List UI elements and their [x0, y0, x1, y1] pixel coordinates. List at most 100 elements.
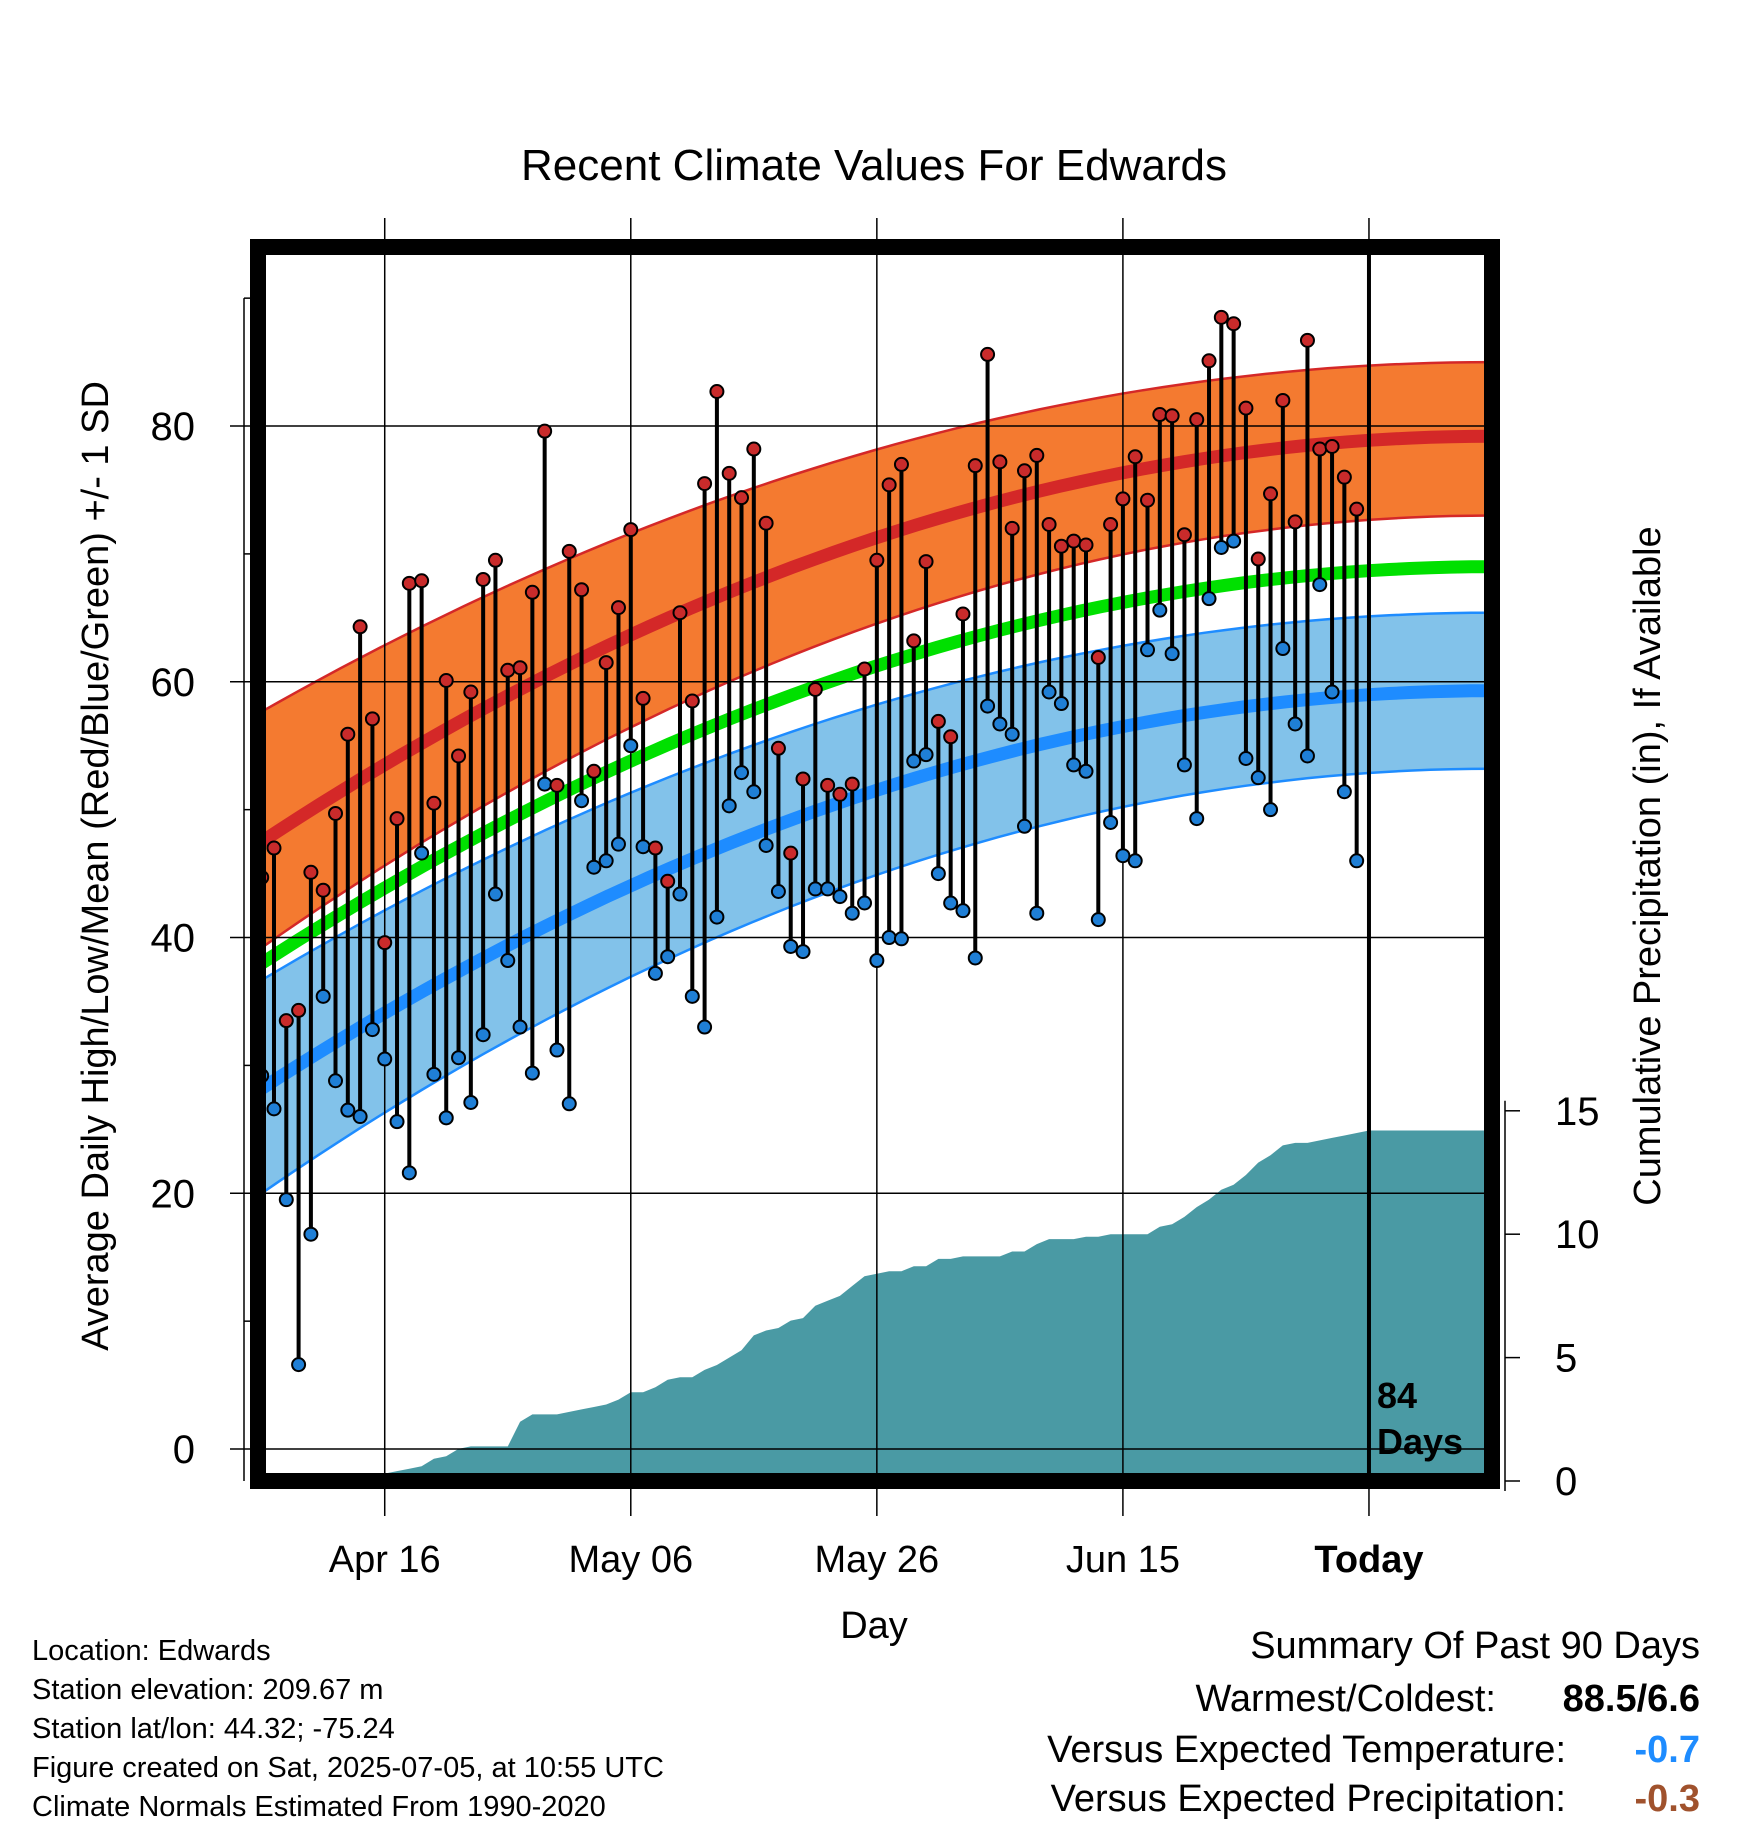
daily-low-point [1041, 684, 1057, 700]
daily-high-point [1152, 407, 1168, 423]
daily-low-point [266, 1101, 282, 1117]
daily-high-point [352, 619, 368, 635]
y-tick-label: 0 [173, 1428, 195, 1472]
footer-elevation: Station elevation: 209.67 m [32, 1674, 384, 1706]
daily-low-point [857, 895, 873, 911]
daily-high-point [463, 684, 479, 700]
daily-low-point [1103, 814, 1119, 830]
daily-high-point [746, 441, 762, 457]
daily-high-point [930, 713, 946, 729]
daily-high-point [1250, 551, 1266, 567]
daily-high-point [660, 873, 676, 889]
daily-low-point [1066, 757, 1082, 773]
daily-low-point [315, 988, 331, 1004]
daily-high-point [438, 672, 454, 688]
daily-high-point [623, 522, 639, 538]
daily-high-point [857, 661, 873, 677]
daily-low-point [1115, 848, 1131, 864]
daily-high-point [1189, 412, 1205, 428]
daily-high-point [1029, 447, 1045, 463]
daily-low-point [746, 784, 762, 800]
daily-high-point [709, 383, 725, 399]
daily-low-point [1140, 642, 1156, 658]
daily-low-point [1090, 912, 1106, 928]
daily-low-point [697, 1019, 713, 1035]
daily-low-point [721, 798, 737, 814]
daily-high-point [795, 771, 811, 787]
daily-high-point [893, 456, 909, 472]
daily-high-point [500, 662, 516, 678]
daily-low-point [1078, 763, 1094, 779]
daily-low-point [340, 1102, 356, 1118]
daily-low-point [1029, 905, 1045, 921]
daily-high-point [955, 606, 971, 622]
daily-high-point [377, 935, 393, 951]
daily-low-point [524, 1065, 540, 1081]
daily-high-point [647, 840, 663, 856]
daily-high-point [586, 763, 602, 779]
daily-low-point [672, 886, 688, 902]
daily-high-point [266, 840, 282, 856]
daily-low-point [1152, 602, 1168, 618]
daily-high-point [697, 476, 713, 492]
x-tick-label: May 06 [568, 1539, 693, 1581]
plot-area: 84 Days 0 20 40 60 80 0 5 10 15 Apr 16 May 06 May 26 J… [151, 218, 1600, 1581]
daily-high-point [549, 777, 565, 793]
daily-high-point [906, 633, 922, 649]
daily-high-point [328, 805, 344, 821]
daily-low-point [1201, 591, 1217, 607]
daily-high-point [1201, 353, 1217, 369]
daily-high-point [451, 748, 467, 764]
summary-warm-cold-label: Warmest/Coldest: [1195, 1678, 1496, 1720]
footer-normals: Climate Normals Estimated From 1990-2020 [32, 1791, 606, 1823]
daily-low-point [1263, 802, 1279, 818]
daily-high-point [1066, 533, 1082, 549]
footer-location: Location: Edwards [32, 1635, 271, 1667]
y2-tick-label: 0 [1555, 1460, 1577, 1504]
daily-low-point [770, 883, 786, 899]
daily-high-point [918, 554, 934, 570]
daily-low-point [783, 938, 799, 954]
today-days-label: 84 [1377, 1375, 1417, 1416]
daily-low-point [451, 1050, 467, 1066]
y2-tick-label: 10 [1555, 1213, 1600, 1257]
summary-precip-value: -0.3 [1634, 1778, 1700, 1820]
daily-high-point [537, 423, 553, 439]
summary-temp-label: Versus Expected Temperature: [1047, 1729, 1566, 1771]
daily-high-point [1238, 400, 1254, 416]
daily-low-point [475, 1027, 491, 1043]
daily-low-point [463, 1094, 479, 1110]
high-band-upper [257, 360, 1493, 715]
daily-high-point [524, 584, 540, 600]
daily-low-point [1312, 577, 1328, 593]
y-tick-label: 60 [151, 661, 196, 705]
daily-low-point [278, 1192, 294, 1208]
daily-high-point [598, 655, 614, 671]
daily-low-point [734, 765, 750, 781]
daily-high-point [672, 605, 688, 621]
daily-low-point [487, 886, 503, 902]
daily-low-point [893, 931, 909, 947]
daily-low-point [364, 1022, 380, 1038]
daily-low-point [807, 881, 823, 897]
normal-high-line [254, 429, 1493, 850]
daily-low-point [844, 905, 860, 921]
daily-high-point [389, 811, 405, 827]
daily-low-point [918, 747, 934, 763]
daily-high-point [610, 600, 626, 616]
daily-high-point [1016, 463, 1032, 479]
x-tick-label: May 26 [815, 1539, 940, 1581]
daily-low-point [1336, 784, 1352, 800]
daily-low-point [906, 753, 922, 769]
daily-high-point [1299, 332, 1315, 348]
daily-high-point [561, 543, 577, 559]
daily-low-point [537, 776, 553, 792]
x-tick-label: Apr 16 [329, 1539, 441, 1581]
daily-low-point [635, 839, 651, 855]
daily-low-point [1213, 540, 1229, 556]
daily-high-point [291, 1002, 307, 1018]
daily-low-point [414, 845, 430, 861]
y-tick-label: 20 [151, 1172, 196, 1216]
daily-high-point [1213, 309, 1229, 325]
chart-title: Recent Climate Values For Edwards [521, 141, 1227, 190]
